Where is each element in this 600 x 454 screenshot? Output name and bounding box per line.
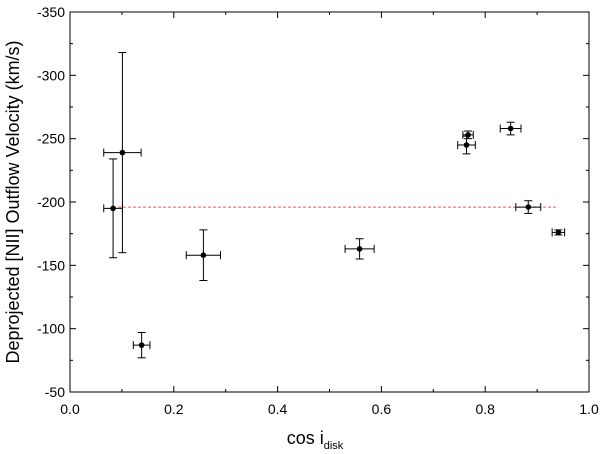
axis-ticks [69, 11, 590, 393]
y-tick-label: -200 [37, 194, 65, 210]
plot-frame [69, 11, 590, 393]
data-point-group [103, 158, 123, 259]
data-point [110, 205, 116, 212]
data-point [555, 229, 562, 236]
x-axis-label: cos idisk [287, 428, 344, 452]
data-point-group [103, 52, 142, 254]
data-point [507, 125, 514, 132]
data-point-group [499, 121, 522, 136]
y-axis-label: Deprojected [NII] Outflow Velocity (km/s… [3, 40, 23, 363]
data-point [525, 204, 532, 210]
y-tick-label: -150 [37, 257, 65, 273]
data-point [138, 342, 145, 348]
y-tick-label: -250 [37, 131, 65, 147]
y-tick-label: -50 [45, 384, 65, 400]
y-tick-label: -350 [37, 4, 65, 20]
x-axis-label-subscript: disk [324, 440, 344, 452]
data-point-group [462, 130, 474, 140]
data-point [463, 142, 470, 148]
y-tick-label: -300 [37, 67, 65, 83]
x-tick-label: 0.6 [372, 401, 392, 417]
data-point [200, 252, 207, 258]
data-point [356, 246, 363, 252]
data-point-group [185, 229, 222, 282]
x-tick-label: 0.8 [475, 401, 495, 417]
y-tick-label: -100 [37, 321, 65, 337]
data-points [103, 52, 566, 359]
data-point-group [132, 331, 151, 359]
x-tick-label: 0.2 [164, 401, 184, 417]
x-tick-label: 0.4 [268, 401, 288, 417]
x-axis-label-main: cos i [287, 428, 324, 448]
data-point [119, 149, 126, 156]
data-point-group [344, 238, 375, 260]
tick-labels: 0.0 0.2 0.4 0.6 0.8 1.0 -50 -100 -150 -200 -250 -30… [37, 4, 599, 417]
data-point [465, 132, 471, 138]
data-point-group [551, 228, 566, 237]
x-tick-label: 0.0 [60, 401, 80, 417]
data-point-group [515, 200, 542, 214]
x-tick-label: 1.0 [579, 401, 599, 417]
